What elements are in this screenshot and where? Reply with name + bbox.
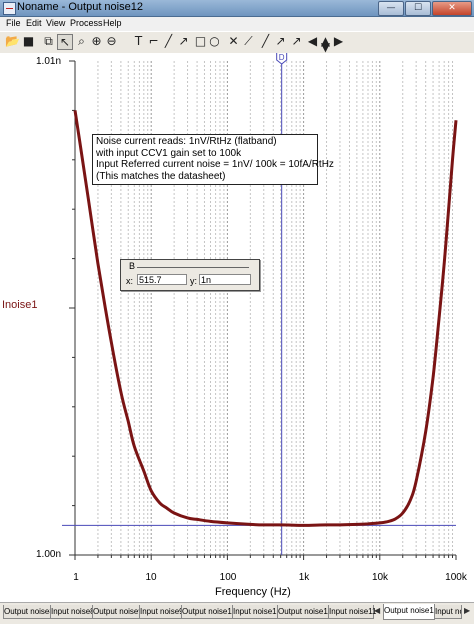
app-icon (3, 2, 16, 15)
x-axis-label: Frequency (Hz) (215, 586, 291, 598)
save-icon[interactable]: ■ (22, 34, 35, 48)
rectangle-tool-icon[interactable]: □ (194, 34, 207, 48)
menu-process[interactable]: Process (70, 18, 103, 28)
y-axis-label: Inoise1 (2, 299, 38, 311)
cursor-box-title: B (129, 261, 136, 271)
tab-output-noise10[interactable]: Output noise10 (181, 605, 236, 619)
marker-icon[interactable]: ↗ (291, 34, 302, 48)
cursor-x-field[interactable]: 515.7 (137, 274, 187, 285)
x-tick-label: 100k (445, 572, 467, 583)
y-tick-label-max: 1.01n (36, 56, 62, 67)
window-controls: — ☐ ✕ (378, 1, 472, 16)
menu-help[interactable]: Help (103, 18, 122, 28)
cursor-marker-label: D (279, 53, 285, 62)
tab-prev-icon[interactable]: ◀ (374, 606, 381, 615)
y-tick-label-min: 1.00n (36, 549, 62, 560)
arrow-left-icon[interactable]: ◀ (307, 34, 318, 48)
plot-area[interactable]: D Inoise1 1.01n 1.00n 1 10 100 1k 10k 10… (0, 53, 474, 602)
cursor-marker-icon (276, 53, 288, 65)
tab-input-noise9[interactable]: Input noise9 (139, 605, 184, 619)
tab-input-noise10[interactable]: Input noise10 (232, 605, 281, 619)
cursor-y-field[interactable]: 1n (199, 274, 251, 285)
tab-input-noise8[interactable]: Input noise8 (50, 605, 95, 619)
x-tick-label: 1 (73, 572, 79, 583)
zoom-icon[interactable]: ⌕ (78, 34, 85, 48)
maximize-button[interactable]: ☐ (405, 1, 431, 16)
x-tick-label: 100 (219, 572, 237, 583)
zoom-out-icon[interactable]: ⊖ (106, 34, 117, 48)
open-icon[interactable]: 📂 (5, 34, 20, 48)
arrow-right-icon[interactable]: ▶ (333, 34, 344, 48)
select-icon[interactable]: ↖ (57, 34, 73, 50)
slope-icon[interactable]: ╱ (261, 34, 270, 48)
x-tick-label: 10 (145, 572, 157, 583)
tab-input-noise12[interactable]: Input noise12 (434, 605, 462, 619)
tab-output-noise8[interactable]: Output noise8 (3, 605, 54, 619)
pointer-icon[interactable]: ↗ (275, 34, 286, 48)
tab-next-icon[interactable]: ▶ (464, 606, 471, 615)
text-tool-icon[interactable]: T (134, 34, 143, 48)
window-title: Noname - Output noise12 (17, 1, 143, 13)
close-button[interactable]: ✕ (432, 1, 472, 16)
line-tool-icon[interactable]: ╱ (164, 34, 173, 48)
annotation-line: with input CCV1 gain set to 100k (96, 147, 242, 159)
annotation-textbox[interactable]: Noise current reads: 1nV/RtHz (flatband)… (92, 134, 334, 185)
wire-tool-icon[interactable]: ⌐ (148, 34, 159, 48)
zoom-area-icon[interactable]: ⊕ (91, 34, 102, 48)
arrow-up-icon[interactable]: ▲ (320, 34, 331, 48)
arrow-tool-icon[interactable]: ↗ (178, 34, 189, 48)
minimize-button[interactable]: — (378, 1, 404, 16)
toolbar: 📂 ■ ⧉ ↖ ⌕ ⊕ ⊖ T ⌐ ╱ ↗ □ ○ ✕ ⟋ ╱ ↗ ↗ ◀ ▲ … (0, 31, 474, 54)
tab-output-noise12[interactable]: Output noise12 (383, 604, 438, 620)
arrow-down-icon[interactable]: ▼ (320, 40, 331, 54)
cursor-a-icon[interactable]: ✕ (228, 34, 239, 48)
menu-bar: File Edit View Process Help (0, 17, 474, 31)
x-tick-label: 10k (371, 572, 389, 583)
series-line-inoise1 (73, 110, 458, 527)
cursor-y-label: y: (190, 276, 198, 286)
annotation-line: Input Referred current noise = 1nV/ 100k… (96, 159, 334, 170)
tab-output-noise11[interactable]: Output noise11 (277, 605, 332, 619)
menu-edit[interactable]: Edit (26, 18, 42, 28)
tab-input-noise11[interactable]: Input noise11 (328, 605, 376, 619)
menu-file[interactable]: File (6, 18, 21, 28)
title-bar: Noname - Output noise12 — ☐ ✕ (0, 0, 474, 17)
annotation-line: Noise current reads: 1nV/RtHz (flatband) (96, 136, 277, 147)
cursor-x-label: x: (126, 276, 134, 286)
tab-bar: Output noise8 Input noise8 Output noise9… (0, 602, 474, 624)
x-tick-label: 1k (298, 572, 310, 583)
cursor-readout-box[interactable]: B x: 515.7 y: 1n (120, 259, 260, 291)
copy-icon[interactable]: ⧉ (44, 34, 53, 48)
divider (137, 267, 249, 268)
tab-output-noise9[interactable]: Output noise9 (92, 605, 143, 619)
annotation-line: (This matches the datasheet) (96, 170, 226, 182)
menu-view[interactable]: View (46, 18, 66, 28)
ellipse-tool-icon[interactable]: ○ (209, 34, 220, 48)
cursor-b-icon[interactable]: ⟋ (244, 34, 253, 48)
